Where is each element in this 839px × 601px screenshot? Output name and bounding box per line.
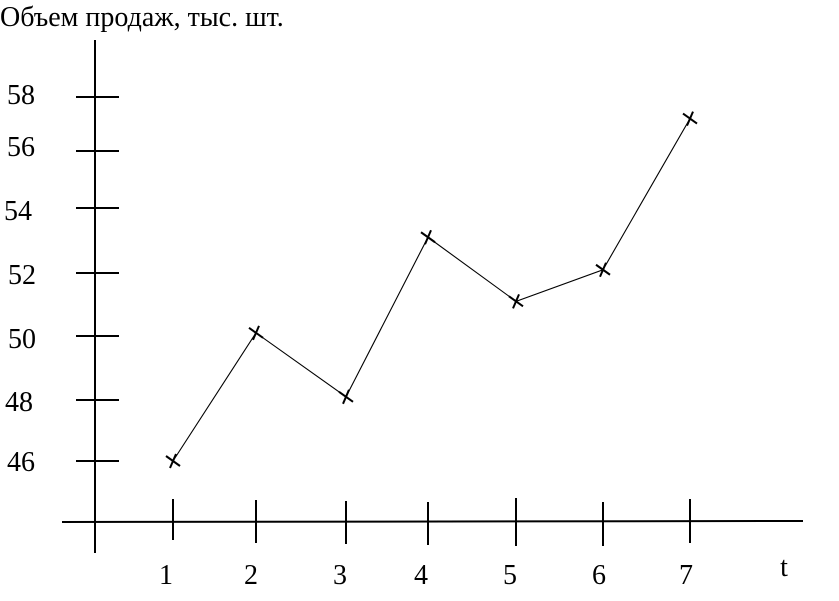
- x-tick-label: 6: [592, 560, 606, 591]
- data-point: [595, 262, 611, 278]
- x-tick-label: 2: [244, 560, 258, 591]
- point-group: [165, 111, 698, 469]
- y-tick-label: 46: [7, 447, 35, 478]
- data-point: [420, 229, 436, 245]
- y-tick-label: 56: [7, 132, 35, 163]
- data-point-marker: [599, 262, 607, 278]
- y-tick-label: 50: [8, 324, 36, 355]
- x-axis-label: t: [780, 552, 788, 583]
- x-tick-label: 3: [333, 560, 347, 591]
- chart-title: Объем продаж, тыс. шт.: [0, 2, 284, 33]
- data-point-marker: [169, 453, 177, 469]
- data-point: [338, 389, 354, 405]
- y-tick-group: 46 48 50 52 54 56 58: [4, 80, 119, 478]
- x-tick-label: 7: [679, 560, 693, 591]
- data-point-marker: [342, 389, 350, 405]
- x-tick-label: 4: [414, 560, 428, 591]
- series-group: [172, 118, 691, 462]
- y-tick-label: 54: [4, 196, 32, 227]
- x-axis: [61, 520, 804, 523]
- y-tick-label: 48: [5, 387, 33, 418]
- data-point: [682, 111, 698, 126]
- data-point-marker: [252, 325, 260, 341]
- y-tick-label: 52: [8, 260, 36, 291]
- data-point: [508, 293, 524, 309]
- data-point: [248, 325, 264, 341]
- series-line: [172, 118, 691, 462]
- data-point-marker: [686, 111, 694, 126]
- y-tick-label: 58: [7, 80, 35, 111]
- x-tick-label: 5: [503, 560, 517, 591]
- data-point-marker: [512, 293, 520, 309]
- data-point: [165, 453, 181, 469]
- x-tick-group: 1 2 3 4 5 6 7: [159, 498, 693, 591]
- x-tick-label: 1: [159, 560, 173, 591]
- data-point-marker: [424, 229, 432, 245]
